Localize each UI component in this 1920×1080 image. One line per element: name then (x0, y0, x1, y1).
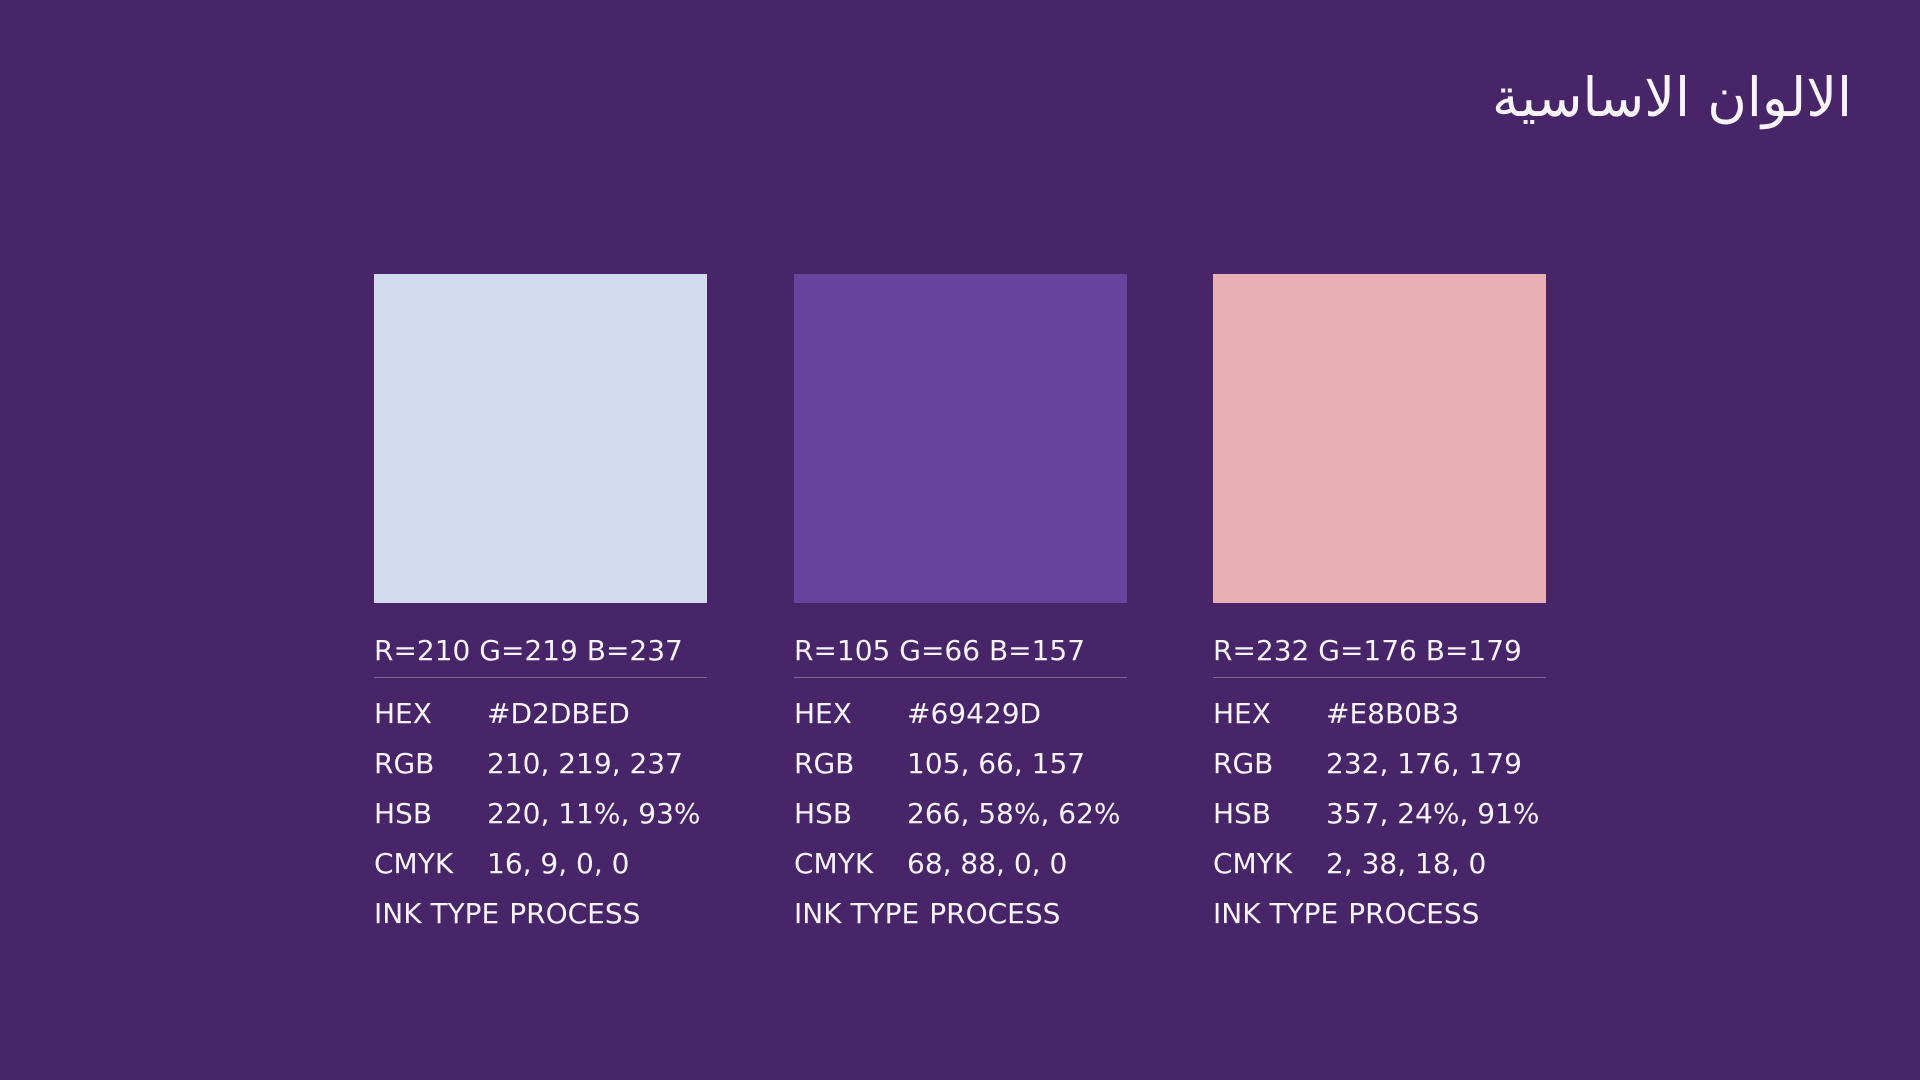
spec-value: 105, 66, 157 (907, 747, 1086, 780)
rgb-summary-3: R=232 G=176 B=179 (1213, 633, 1546, 678)
spec-value: PROCESS (1348, 897, 1480, 930)
spec-value: 16, 9, 0, 0 (487, 847, 630, 880)
spec-row-rgb: RGB 105, 66, 157 (794, 739, 1127, 789)
spec-row-ink-type: INK TYPE PROCESS (374, 889, 707, 939)
spec-value: 210, 219, 237 (487, 747, 683, 780)
spec-value: PROCESS (509, 897, 641, 930)
spec-label: RGB (794, 747, 855, 780)
spec-row-rgb: RGB 210, 219, 237 (374, 739, 707, 789)
spec-label: HEX (374, 697, 432, 730)
spec-row-hsb: HSB 266, 58%, 62% (794, 789, 1127, 839)
color-swatch-3 (1213, 274, 1546, 603)
spec-row-cmyk: CMYK 68, 88, 0, 0 (794, 839, 1127, 889)
spec-label: HSB (374, 797, 433, 830)
spec-label: INK TYPE (1213, 897, 1339, 930)
spec-label: CMYK (374, 847, 454, 880)
spec-label: INK TYPE (794, 897, 920, 930)
color-card-1: R=210 G=219 B=237 HEX #D2DBED RGB 210, 2… (374, 274, 707, 939)
spec-value: 266, 58%, 62% (907, 797, 1121, 830)
spec-label: HSB (1213, 797, 1272, 830)
spec-value: #E8B0B3 (1326, 697, 1460, 730)
spec-value: #D2DBED (487, 697, 630, 730)
spec-row-rgb: RGB 232, 176, 179 (1213, 739, 1546, 789)
color-swatch-2 (794, 274, 1127, 603)
color-specs-1: HEX #D2DBED RGB 210, 219, 237 HSB 220, 1… (374, 689, 707, 939)
spec-row-hsb: HSB 357, 24%, 91% (1213, 789, 1546, 839)
color-swatch-1 (374, 274, 707, 603)
color-card-2: R=105 G=66 B=157 HEX #69429D RGB 105, 66… (794, 274, 1127, 939)
spec-label: CMYK (1213, 847, 1293, 880)
spec-row-hex: HEX #69429D (794, 689, 1127, 739)
spec-value: PROCESS (929, 897, 1061, 930)
color-specs-2: HEX #69429D RGB 105, 66, 157 HSB 266, 58… (794, 689, 1127, 939)
spec-row-hex: HEX #D2DBED (374, 689, 707, 739)
spec-row-cmyk: CMYK 16, 9, 0, 0 (374, 839, 707, 889)
rgb-summary-2: R=105 G=66 B=157 (794, 633, 1127, 678)
spec-value: 68, 88, 0, 0 (907, 847, 1068, 880)
spec-value: #69429D (907, 697, 1042, 730)
spec-value: 232, 176, 179 (1326, 747, 1522, 780)
spec-row-cmyk: CMYK 2, 38, 18, 0 (1213, 839, 1546, 889)
spec-label: CMYK (794, 847, 874, 880)
spec-row-ink-type: INK TYPE PROCESS (1213, 889, 1546, 939)
spec-label: HEX (1213, 697, 1271, 730)
spec-value: 357, 24%, 91% (1326, 797, 1540, 830)
spec-row-hex: HEX #E8B0B3 (1213, 689, 1546, 739)
spec-label: INK TYPE (374, 897, 500, 930)
page-title: الالوان الاساسية (1492, 66, 1852, 129)
spec-value: 2, 38, 18, 0 (1326, 847, 1487, 880)
color-card-3: R=232 G=176 B=179 HEX #E8B0B3 RGB 232, 1… (1213, 274, 1546, 939)
spec-label: HSB (794, 797, 853, 830)
spec-label: HEX (794, 697, 852, 730)
spec-row-ink-type: INK TYPE PROCESS (794, 889, 1127, 939)
spec-value: 220, 11%, 93% (487, 797, 701, 830)
color-specs-3: HEX #E8B0B3 RGB 232, 176, 179 HSB 357, 2… (1213, 689, 1546, 939)
spec-label: RGB (374, 747, 435, 780)
spec-row-hsb: HSB 220, 11%, 93% (374, 789, 707, 839)
spec-label: RGB (1213, 747, 1274, 780)
rgb-summary-1: R=210 G=219 B=237 (374, 633, 707, 678)
